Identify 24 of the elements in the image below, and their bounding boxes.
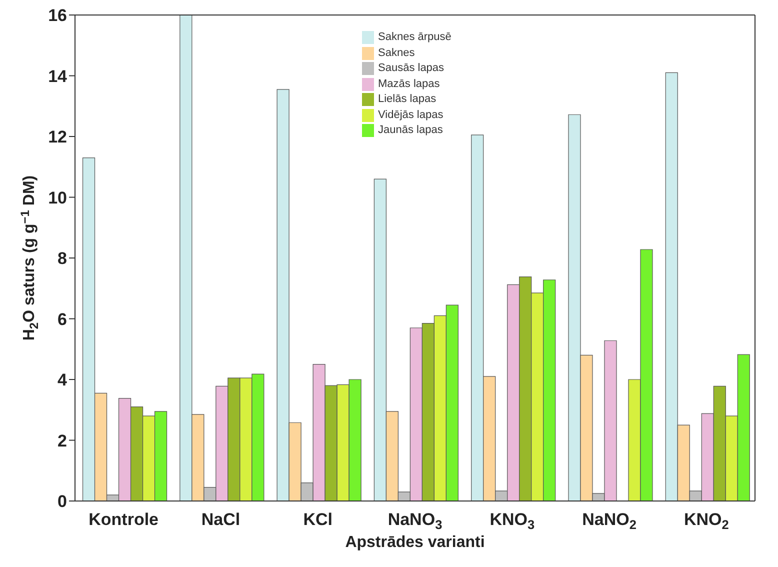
legend-label: Mazās lapas <box>378 76 440 92</box>
legend-label: Lielās lapas <box>378 92 436 107</box>
legend-label: Sausās lapas <box>378 61 444 76</box>
y-tick-label: 4 <box>58 370 68 390</box>
y-tick-label: 12 <box>48 128 67 147</box>
x-tick-label: KNO$_{2}$ <box>684 510 729 532</box>
legend-label: Jaunās lapas <box>378 123 443 138</box>
x-tick-label: KNO$_{3}$ <box>490 510 535 532</box>
x-axis-title: Apstrādes varianti <box>345 534 485 551</box>
y-tick-label: 6 <box>58 310 67 329</box>
y-tick-label: 16 <box>48 6 67 26</box>
legend-label: Saknes <box>378 46 415 60</box>
y-tick-label: 2 <box>58 431 67 450</box>
y-tick-label: 0 <box>58 492 67 512</box>
y-tick-label: 10 <box>48 188 67 208</box>
y-tick-label: 14 <box>48 66 68 86</box>
legend-label: Vidējās lapas <box>378 108 444 122</box>
y-tick-label: 8 <box>58 249 67 268</box>
x-tick-label: NaNO$_{2}$ <box>582 510 636 532</box>
x-tick-label: Kontrole <box>88 510 159 529</box>
x-tick-label: NaCl <box>201 510 240 529</box>
x-tick-label: NaNO$_{3}$ <box>388 510 442 532</box>
legend-label: Saknes ārpusē <box>378 30 452 45</box>
x-tick-label: KCl <box>303 510 332 529</box>
